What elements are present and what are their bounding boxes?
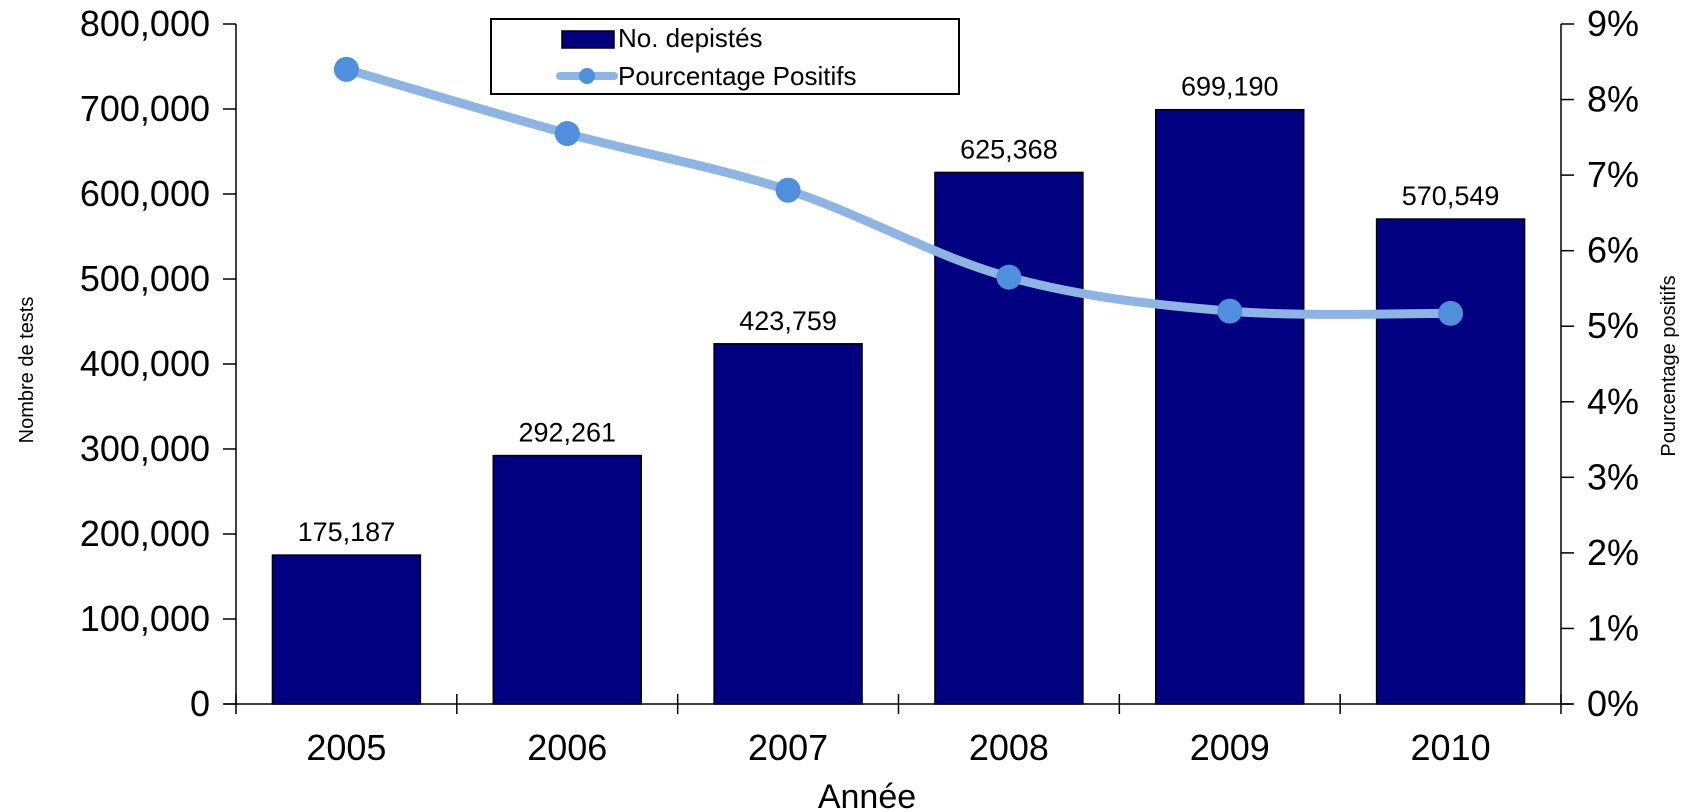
y2-tick-label: 7% (1587, 154, 1639, 195)
data-labels-layer: 175,187 292,261 423,759 625,368 699,190 570,5… (298, 72, 1500, 547)
y2-tick-label: 8% (1587, 79, 1639, 120)
x-tick-label: 2006 (527, 727, 607, 768)
x-tick-label: 2007 (748, 727, 828, 768)
bar-2005 (271, 554, 422, 705)
x-tick-label: 2008 (969, 727, 1049, 768)
y-axis-title: Nombre de tests (16, 297, 38, 444)
bars-layer (271, 108, 1526, 705)
y2-tick-label: 6% (1587, 230, 1639, 271)
bar-2009 (1155, 108, 1305, 705)
legend-line-marker (579, 68, 595, 84)
legend-bar-label: No. depistés (618, 23, 763, 53)
y2-tick-label: 0% (1587, 683, 1639, 724)
y-tick-label: 700,000 (80, 88, 210, 129)
data-label-2007: 423,759 (739, 306, 837, 336)
tick-labels-layer: 0 100,000 200,000 300,000 400,000 500,000 600,… (80, 3, 1639, 768)
bar-2008 (934, 171, 1084, 705)
y2-tick-label: 1% (1587, 607, 1639, 648)
y-tick-label: 0 (190, 683, 210, 724)
y-tick-label: 300,000 (80, 428, 210, 469)
y-tick-label: 600,000 (80, 173, 210, 214)
pourcentage-line (341, 64, 1456, 319)
data-label-2006: 292,261 (518, 418, 616, 448)
bar-2006 (492, 454, 642, 705)
x-tick-label: 2009 (1190, 727, 1270, 768)
y2-tick-label: 5% (1587, 305, 1639, 346)
y2-tick-label: 3% (1587, 456, 1639, 497)
y-tick-label: 100,000 (80, 598, 210, 639)
axes-layer (223, 23, 1574, 714)
y2-axis-title: Pourcentage positifs (1658, 275, 1680, 456)
legend-line-label: Pourcentage Positifs (618, 61, 856, 91)
bar-2007 (713, 343, 863, 705)
data-label-2009: 699,190 (1181, 72, 1279, 102)
line-point-2006 (554, 121, 580, 147)
y2-tick-label: 2% (1587, 532, 1639, 573)
y2-tick-label: 9% (1587, 3, 1639, 44)
data-label-2005: 175,187 (298, 517, 396, 547)
y-tick-label: 200,000 (80, 513, 210, 554)
line-layer (333, 56, 1464, 326)
line-point-2005 (333, 56, 359, 82)
line-point-2008 (996, 264, 1022, 290)
x-tick-label: 2010 (1411, 727, 1491, 768)
y-tick-label: 800,000 (80, 3, 210, 44)
data-label-2008: 625,368 (960, 134, 1058, 164)
legend-bar-swatch (561, 30, 615, 49)
x-axis-title: Année (818, 778, 916, 812)
y2-tick-label: 4% (1587, 381, 1639, 422)
x-tick-label: 2005 (306, 727, 386, 768)
line-point-2009 (1217, 298, 1243, 324)
bar-2010 (1375, 218, 1526, 705)
line-point-2007 (775, 177, 801, 203)
legend: No. depistés Pourcentage Positifs (490, 18, 960, 95)
y-tick-label: 400,000 (80, 343, 210, 384)
y-tick-label: 500,000 (80, 258, 210, 299)
data-label-2010: 570,549 (1402, 181, 1500, 211)
line-point-2010 (1438, 300, 1464, 326)
